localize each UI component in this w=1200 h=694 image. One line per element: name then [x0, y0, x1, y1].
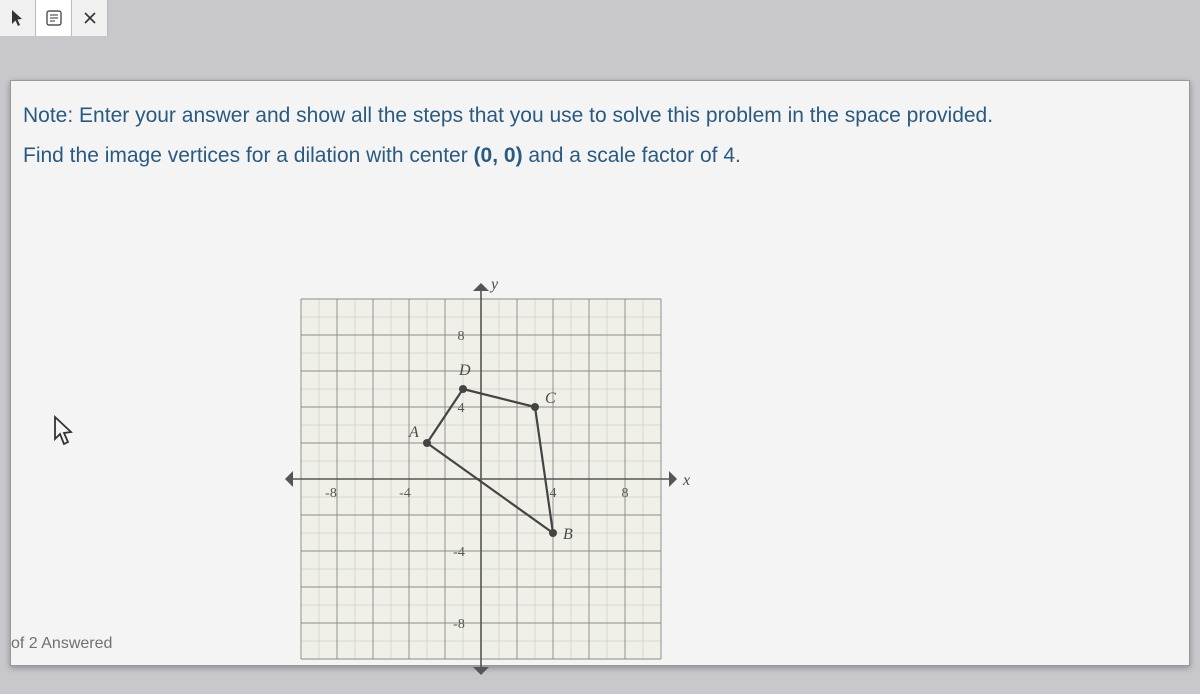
svg-text:8: 8	[622, 486, 629, 501]
prompt-before: Find the image vertices for a dilation w…	[23, 144, 474, 167]
coordinate-graph: -8 -4 4 8 8 4 -4 -8 x y A B C D	[271, 269, 691, 689]
svg-text:A: A	[408, 424, 419, 441]
prompt-center: (0, 0)	[474, 144, 523, 167]
toolbar	[0, 0, 108, 36]
close-icon	[83, 11, 97, 25]
question-card: Note: Enter your answer and show all the…	[10, 80, 1190, 666]
tool-note-button[interactable]	[36, 0, 72, 36]
note-icon	[46, 10, 62, 26]
svg-text:-4: -4	[399, 486, 411, 501]
svg-text:B: B	[563, 526, 573, 543]
svg-text:y: y	[489, 276, 499, 293]
arrow-cursor-icon	[11, 9, 25, 27]
svg-text:4: 4	[550, 486, 557, 501]
note-prefix: Note:	[23, 104, 73, 127]
question-prompt: Find the image vertices for a dilation w…	[23, 139, 1177, 173]
tool-select-button[interactable]	[0, 0, 36, 36]
svg-text:-8: -8	[325, 486, 337, 501]
svg-text:D: D	[458, 362, 471, 379]
svg-text:8: 8	[458, 329, 465, 344]
svg-text:-8: -8	[453, 617, 465, 632]
svg-text:C: C	[545, 390, 556, 407]
note-text: Enter your answer and show all the steps…	[79, 104, 993, 127]
question-note: Note: Enter your answer and show all the…	[23, 99, 1177, 133]
prompt-after: and a scale factor of 4.	[523, 144, 741, 167]
svg-text:x: x	[682, 472, 690, 489]
tool-close-button[interactable]	[72, 0, 108, 36]
svg-text:4: 4	[458, 401, 465, 416]
svg-text:-4: -4	[453, 545, 465, 560]
pointer-cursor-icon	[51, 415, 77, 454]
answered-status: of 2 Answered	[11, 635, 112, 653]
